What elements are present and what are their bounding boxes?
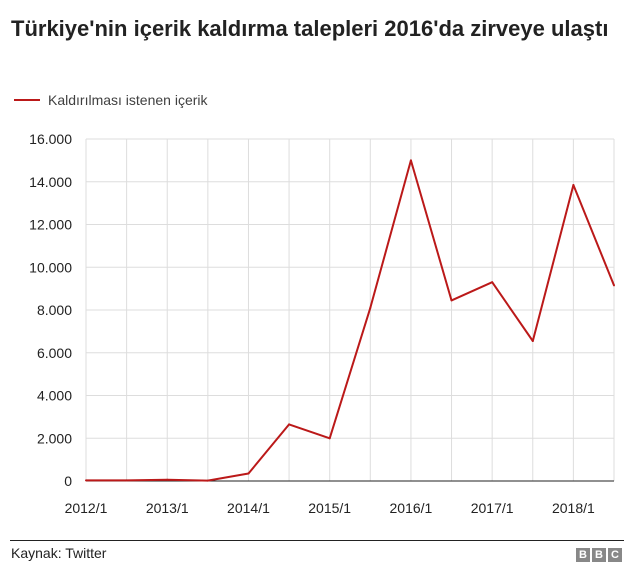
chart-legend: Kaldırılması istenen içerik: [14, 92, 208, 108]
data-point: [409, 159, 412, 162]
data-point: [247, 472, 250, 475]
data-point: [288, 423, 291, 426]
y-tick-label: 10.000: [29, 259, 72, 275]
bbc-logo-letter: C: [608, 548, 622, 562]
chart-title: Türkiye'nin içerik kaldırma talepleri 20…: [11, 16, 609, 41]
y-tick-label: 0: [64, 473, 72, 489]
data-point: [450, 299, 453, 302]
data-point: [206, 479, 209, 482]
x-tick-label: 2017/1: [471, 500, 514, 516]
series-line: [86, 159, 615, 482]
x-tick-label: 2012/1: [65, 500, 108, 516]
y-tick-label: 4.000: [37, 388, 72, 404]
data-point: [491, 281, 494, 284]
data-point: [85, 479, 87, 482]
bbc-logo: B B C: [576, 548, 622, 562]
bbc-logo-letter: B: [592, 548, 606, 562]
x-tick-label: 2016/1: [390, 500, 433, 516]
source-note: Kaynak: Twitter: [11, 545, 107, 561]
legend-label: Kaldırılması istenen içerik: [48, 92, 208, 108]
footer-divider: [10, 540, 624, 541]
data-point: [613, 284, 615, 287]
legend-line-swatch: [14, 99, 40, 101]
data-point: [125, 479, 128, 482]
x-tick-label: 2013/1: [146, 500, 189, 516]
data-point: [328, 437, 331, 440]
y-tick-label: 2.000: [37, 430, 72, 446]
x-tick-label: 2018/1: [552, 500, 595, 516]
data-point: [166, 478, 169, 481]
y-tick-label: 12.000: [29, 217, 72, 233]
bbc-logo-letter: B: [576, 548, 590, 562]
x-tick-label: 2014/1: [227, 500, 270, 516]
data-point: [531, 339, 534, 342]
y-tick-label: 16.000: [29, 131, 72, 147]
y-tick-label: 6.000: [37, 345, 72, 361]
data-point: [572, 183, 575, 186]
y-tick-label: 8.000: [37, 302, 72, 318]
x-tick-label: 2015/1: [308, 500, 351, 516]
y-tick-label: 14.000: [29, 174, 72, 190]
data-point: [369, 306, 372, 309]
